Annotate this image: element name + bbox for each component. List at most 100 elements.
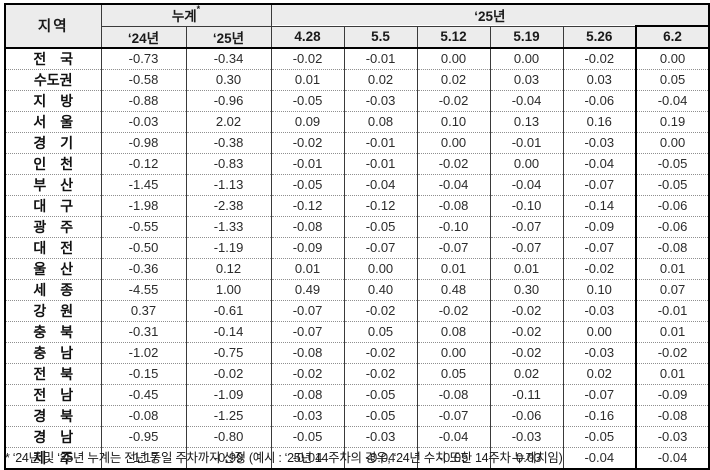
col-header-week-3: 5.12 — [416, 26, 491, 49]
value-cell: -0.03 — [343, 425, 418, 447]
value-cell: -0.02 — [270, 131, 345, 153]
region-cell: 인 천 — [4, 152, 101, 174]
value-cell: 0.01 — [635, 362, 710, 384]
value-cell: 0.05 — [416, 362, 491, 384]
region-cell: 전 북 — [4, 362, 101, 384]
value-cell: 0.02 — [562, 362, 637, 384]
value-cell: -0.01 — [270, 152, 345, 174]
value-cell: -0.01 — [343, 131, 418, 153]
value-cell: -0.88 — [100, 89, 186, 111]
value-cell: -1.13 — [185, 173, 272, 195]
value-cell: -0.07 — [270, 320, 345, 342]
value-cell: -0.05 — [416, 446, 491, 469]
value-cell: -0.55 — [100, 215, 186, 237]
value-cell: -0.04 — [343, 446, 418, 469]
value-cell: 0.30 — [185, 68, 272, 90]
value-cell: -0.04 — [562, 446, 637, 469]
col-header-week-1: 4.28 — [270, 26, 345, 49]
value-cell: 0.02 — [489, 362, 564, 384]
table-row: 서 울 -0.03 2.02 0.09 0.08 0.10 0.13 0.16 0.19 — [4, 110, 710, 132]
value-cell: 0.00 — [416, 46, 491, 69]
region-cell: 전 남 — [4, 383, 101, 405]
value-cell: 0.00 — [562, 320, 637, 342]
region-cell: 세 종 — [4, 278, 101, 300]
region-cell: 충 북 — [4, 320, 101, 342]
value-cell: -0.34 — [185, 46, 272, 69]
value-cell: -0.58 — [100, 68, 186, 90]
table-row: 경 남 -0.95 -0.80 -0.05 -0.03 -0.04 -0.03 -0.05 -0… — [4, 425, 710, 447]
header-row-columns: ‘24년 ‘25년 4.28 5.5 5.12 5.19 5.26 6.2 — [5, 25, 710, 49]
region-cell: 대 구 — [4, 194, 101, 216]
region-cell: 강 원 — [4, 299, 101, 321]
value-cell: -0.07 — [562, 173, 637, 195]
table-row: 대 전 -0.50 -1.19 -0.09 -0.07 -0.07 -0.07 -0.07 -0… — [4, 236, 710, 258]
value-cell: -0.95 — [100, 425, 186, 447]
value-cell: 0.03 — [489, 68, 564, 90]
value-cell: -0.16 — [562, 404, 637, 426]
value-cell: -0.03 — [562, 299, 637, 321]
table-row: 인 천 -0.12 -0.83 -0.01 -0.01 -0.02 0.00 -0.04 -0.… — [4, 152, 710, 174]
value-cell: 0.40 — [343, 278, 418, 300]
value-cell: -0.04 — [343, 173, 418, 195]
table-row: 부 산 -1.45 -1.13 -0.05 -0.04 -0.04 -0.04 -0.07 -0… — [4, 173, 710, 195]
value-cell: -0.02 — [562, 257, 637, 279]
value-cell: -0.75 — [185, 341, 272, 363]
value-cell: -0.05 — [343, 404, 418, 426]
value-cell: -1.25 — [185, 404, 272, 426]
value-cell: -0.38 — [185, 131, 272, 153]
table-row: 전 국 -0.73 -0.34 -0.02 -0.01 0.00 0.00 -0.02 0.00 — [4, 46, 710, 69]
table-body: 전 국 -0.73 -0.34 -0.02 -0.01 0.00 0.00 -0.02 0.00… — [4, 46, 710, 469]
value-cell: -0.09 — [270, 236, 345, 258]
value-cell: -0.01 — [489, 131, 564, 153]
value-cell: 0.00 — [635, 46, 710, 69]
value-cell: -1.09 — [185, 383, 272, 405]
value-cell: 0.19 — [635, 110, 710, 132]
value-cell: -0.02 — [489, 341, 564, 363]
value-cell: -0.08 — [635, 236, 710, 258]
value-cell: -0.07 — [416, 236, 491, 258]
value-cell: -0.31 — [100, 320, 186, 342]
value-cell: -0.15 — [100, 362, 186, 384]
year-2025-label: ‘25년 — [474, 9, 506, 24]
table-row: 충 남 -1.02 -0.75 -0.08 -0.02 0.00 -0.02 -0.03 -0.… — [4, 341, 710, 363]
value-cell: 0.01 — [635, 257, 710, 279]
value-cell: -0.61 — [185, 299, 272, 321]
value-cell: -0.07 — [270, 299, 345, 321]
value-cell: -0.06 — [489, 404, 564, 426]
value-cell: 0.01 — [270, 257, 345, 279]
value-cell: 0.02 — [416, 68, 491, 90]
value-cell: -0.02 — [343, 299, 418, 321]
value-cell: -0.03 — [562, 341, 637, 363]
value-cell: -0.02 — [416, 89, 491, 111]
value-cell: 0.30 — [489, 278, 564, 300]
col-header-region: 지역 — [4, 4, 101, 49]
value-cell: -0.04 — [562, 152, 637, 174]
value-cell: -0.05 — [635, 152, 710, 174]
region-header-label: 지역 — [37, 19, 69, 36]
region-cell: 서 울 — [4, 110, 101, 132]
value-cell: 1.00 — [185, 278, 272, 300]
value-cell: -0.04 — [416, 173, 491, 195]
region-cell: 부 산 — [4, 173, 101, 195]
value-cell: -1.19 — [185, 236, 272, 258]
value-cell: -0.08 — [635, 404, 710, 426]
value-cell: 0.05 — [635, 68, 710, 90]
value-cell: 0.00 — [489, 46, 564, 69]
region-cell: 대 전 — [4, 236, 101, 258]
value-cell: -0.04 — [489, 89, 564, 111]
value-cell: -1.17 — [100, 446, 186, 469]
value-cell: -1.02 — [100, 341, 186, 363]
value-cell: 0.00 — [635, 131, 710, 153]
table-row: 수도권 -0.58 0.30 0.01 0.02 0.02 0.03 0.03 0.05 — [4, 68, 710, 90]
value-cell: 0.07 — [635, 278, 710, 300]
value-cell: -0.03 — [270, 404, 345, 426]
value-cell: -0.14 — [185, 320, 272, 342]
value-cell: -0.10 — [416, 215, 491, 237]
table-row: 경 기 -0.98 -0.38 -0.02 -0.01 0.00 -0.01 -0.03 0.0… — [4, 131, 710, 153]
table-row: 세 종 -4.55 1.00 0.49 0.40 0.48 0.30 0.10 0.07 — [4, 278, 710, 300]
value-cell: -0.07 — [343, 236, 418, 258]
col-header-week-6-highlighted: 6.2 — [635, 25, 710, 49]
region-cell: 울 산 — [4, 257, 101, 279]
value-cell: -0.98 — [100, 131, 186, 153]
col-header-week-4: 5.19 — [489, 26, 564, 49]
